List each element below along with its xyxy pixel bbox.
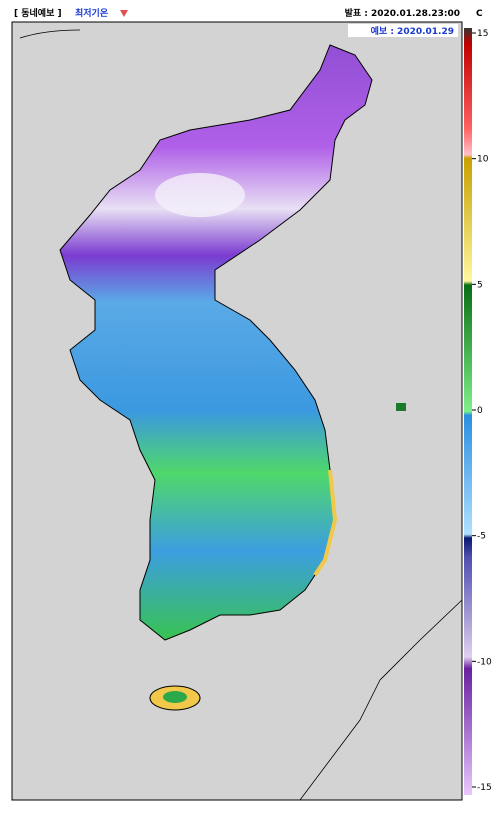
issued-time: 발표 : 2020.01.28.23:00 <box>345 7 460 19</box>
coastal-warm-strip <box>313 469 338 577</box>
scale-tick-label: 15 <box>477 29 488 39</box>
variable-name: 최저기온 <box>75 7 108 19</box>
forecast-date: 예보 : 2020.01.29 <box>371 25 454 37</box>
scale-tick-label: 10 <box>477 155 489 165</box>
dropdown-arrow[interactable] <box>120 10 128 17</box>
scale-tick-label: -10 <box>477 657 492 667</box>
unit-label: C <box>476 9 483 19</box>
scale-tick-label: 5 <box>477 280 483 290</box>
ulleung-island <box>396 403 406 411</box>
forecast-box <box>348 24 458 37</box>
china-coast <box>19 29 81 39</box>
jeju-inland <box>163 691 187 703</box>
japan-coast <box>299 599 463 801</box>
scale-ticks: 15 10 5 0 -5 -10 -15 <box>472 29 492 793</box>
scale-tick-label: -5 <box>477 532 486 542</box>
color-scale <box>464 28 472 795</box>
cold-area <box>155 173 245 217</box>
bracket-title: [ 동네예보 ] <box>14 7 62 19</box>
coastline <box>59 44 373 641</box>
scale-tick-label: 0 <box>477 406 483 416</box>
scale-tick-label: -15 <box>477 783 492 793</box>
